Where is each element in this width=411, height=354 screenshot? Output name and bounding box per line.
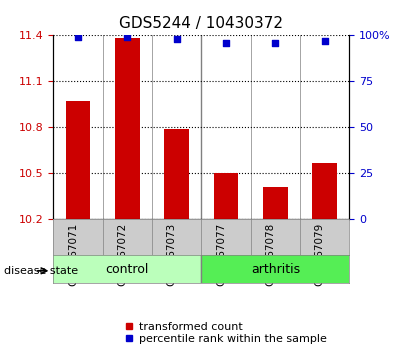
Text: disease state: disease state (4, 266, 78, 276)
Text: control: control (106, 263, 149, 275)
Point (272, 40, 279, 46)
Bar (66, 101, 90, 219)
Bar (115, 39, 140, 219)
Title: GDS5244 / 10430372: GDS5244 / 10430372 (119, 16, 284, 32)
Text: GSM567079: GSM567079 (315, 223, 325, 286)
Bar (263, 187, 288, 219)
Text: arthritis: arthritis (251, 263, 300, 275)
Text: GSM567077: GSM567077 (216, 223, 226, 286)
Bar (201, 255, 349, 283)
Point (321, 38, 328, 44)
Bar (53, 255, 201, 283)
Point (223, 40, 229, 46)
Text: GSM567078: GSM567078 (266, 223, 275, 286)
Bar (214, 173, 238, 219)
Text: GSM567071: GSM567071 (68, 223, 78, 286)
Bar (164, 129, 189, 219)
Point (124, 34, 131, 40)
Legend: transformed count, percentile rank within the sample: transformed count, percentile rank withi… (120, 317, 332, 348)
Text: GSM567072: GSM567072 (118, 223, 127, 286)
Point (173, 36, 180, 42)
Text: GSM567073: GSM567073 (167, 223, 177, 286)
Point (75, 34, 81, 40)
Bar (312, 163, 337, 219)
